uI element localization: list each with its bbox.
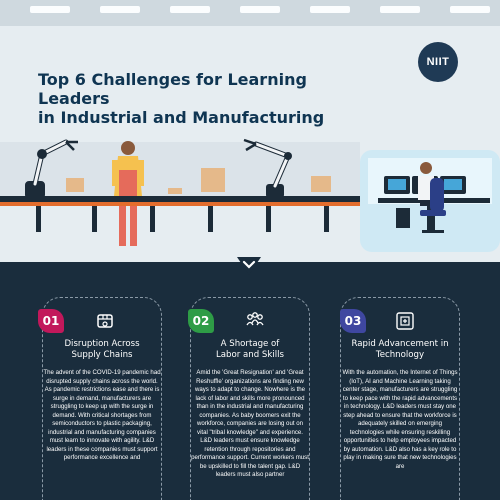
card-title: Disruption Across Supply Chains	[37, 339, 167, 361]
card-title-line-1: A Shortage of	[220, 339, 280, 349]
ceiling	[0, 0, 500, 26]
ceiling-light	[450, 6, 490, 13]
ceiling-light	[100, 6, 140, 13]
ceiling-light	[30, 6, 70, 13]
supply-chain-icon	[97, 314, 113, 328]
automation-icon	[396, 312, 414, 330]
card-body: With the automation, the Internet of Thi…	[342, 369, 458, 470]
card-title: A Shortage of Labor and Skills	[185, 339, 315, 361]
card-title-line-1: Rapid Advancement in	[351, 339, 449, 349]
worker-figure	[112, 141, 144, 246]
workforce-icon	[246, 312, 264, 326]
robot-arm-icon	[243, 138, 292, 198]
card-title-line-1: Disruption Across	[64, 339, 140, 349]
number-badge: 03	[340, 309, 366, 333]
logo-text: NIIT	[426, 56, 450, 68]
card-title-line-2: Labor and Skills	[215, 350, 284, 360]
title-line-1: Top 6 Challenges for Learning Leaders	[38, 70, 307, 108]
desk-drawer	[396, 208, 410, 228]
factory-illustration	[0, 138, 500, 252]
challenge-card-2	[190, 297, 310, 500]
card-body: The advent of the COVID-19 pandemic had …	[43, 369, 161, 461]
card-title-line-2: Supply Chains	[71, 350, 133, 360]
number-badge: 02	[188, 309, 214, 333]
page-title: Top 6 Challenges for Learning Leaders in…	[38, 70, 378, 127]
card-body: Amid the 'Great Resignation' and 'Great …	[191, 369, 309, 478]
hero-banner: NIIT Top 6 Challenges for Learning Leade…	[0, 0, 500, 252]
ceiling-light	[170, 6, 210, 13]
ceiling-light	[380, 6, 420, 13]
challenge-card-1	[42, 297, 162, 500]
office-chair-icon	[420, 178, 446, 233]
ceiling-light	[310, 6, 350, 13]
number-badge: 01	[38, 309, 64, 333]
chevron-down-icon	[237, 257, 261, 275]
title-line-2: in Industrial and Manufacturing	[38, 108, 325, 127]
ceiling-light	[240, 6, 280, 13]
challenge-card-3	[340, 297, 460, 500]
card-title-line-2: Technology	[375, 350, 425, 360]
challenges-section	[0, 262, 500, 500]
package-box	[66, 178, 84, 192]
card-title: Rapid Advancement in Technology	[335, 339, 465, 361]
niit-logo: NIIT	[418, 42, 458, 82]
conveyor-belt	[0, 196, 362, 202]
